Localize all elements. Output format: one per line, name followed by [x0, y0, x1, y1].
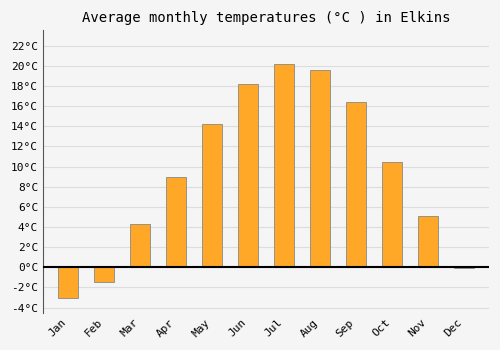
Bar [346, 102, 366, 267]
Bar [58, 267, 78, 297]
Bar [454, 267, 473, 268]
Bar [166, 177, 186, 267]
Bar [274, 64, 294, 267]
Bar [382, 162, 402, 267]
Title: Average monthly temperatures (°C ) in Elkins: Average monthly temperatures (°C ) in El… [82, 11, 450, 25]
Bar [130, 224, 150, 267]
Bar [202, 124, 222, 267]
Bar [238, 84, 258, 267]
Bar [418, 216, 438, 267]
Bar [94, 267, 114, 282]
Bar [310, 70, 330, 267]
